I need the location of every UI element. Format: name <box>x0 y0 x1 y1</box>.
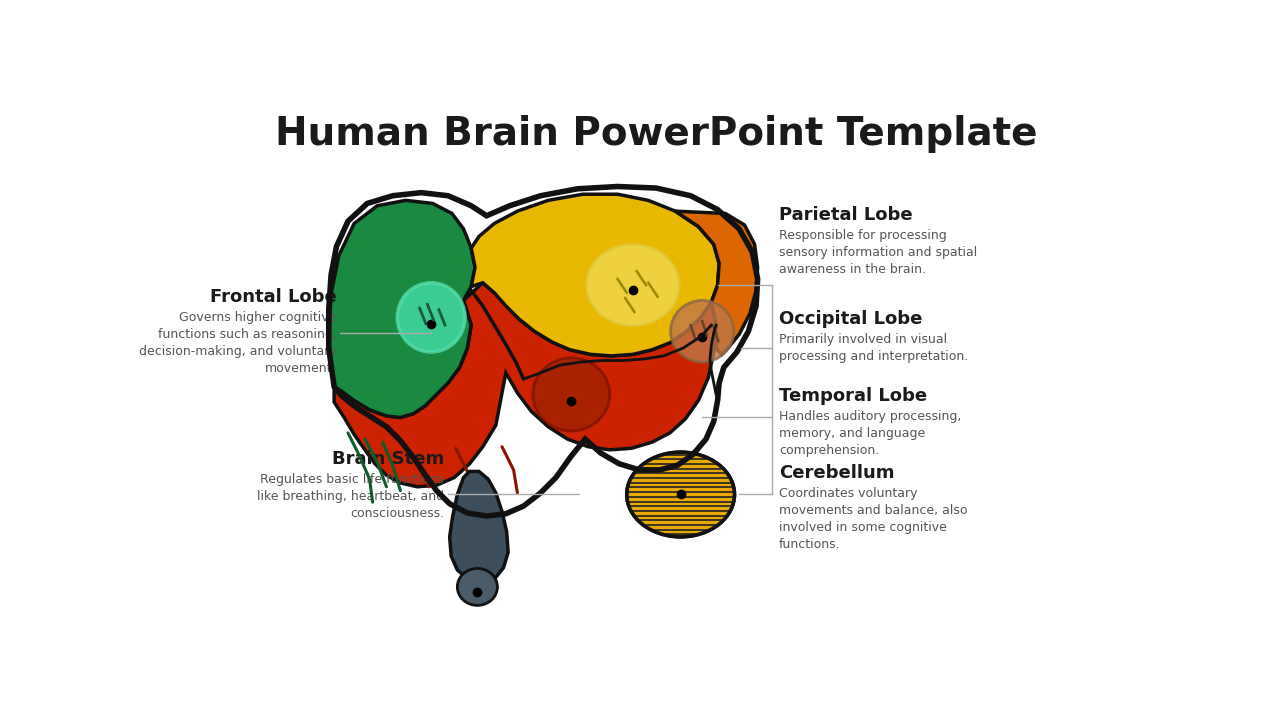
Ellipse shape <box>586 245 680 325</box>
Text: Coordinates voluntary
movements and balance, also
involved in some cognitive
fun: Coordinates voluntary movements and bala… <box>780 487 968 551</box>
Text: Parietal Lobe: Parietal Lobe <box>780 206 913 224</box>
Polygon shape <box>329 200 475 418</box>
Ellipse shape <box>397 283 465 352</box>
Text: Primarily involved in visual
processing and interpretation.: Primarily involved in visual processing … <box>780 333 969 363</box>
Text: Cerebellum: Cerebellum <box>780 464 895 482</box>
Polygon shape <box>676 211 758 354</box>
Ellipse shape <box>457 568 498 606</box>
Text: Occipital Lobe: Occipital Lobe <box>780 310 923 328</box>
Ellipse shape <box>671 300 733 362</box>
Ellipse shape <box>627 452 735 537</box>
Text: Governs higher cognitive
functions such as reasoning,
decision-making, and volun: Governs higher cognitive functions such … <box>138 311 337 375</box>
Text: Temporal Lobe: Temporal Lobe <box>780 387 927 405</box>
Polygon shape <box>471 194 719 356</box>
Polygon shape <box>449 472 508 583</box>
Text: Responsible for processing
sensory information and spatial
awareness in the brai: Responsible for processing sensory infor… <box>780 229 978 276</box>
Text: Brain Stem: Brain Stem <box>332 450 444 468</box>
Text: Regulates basic life functions
like breathing, heartbeat, and
consciousness.: Regulates basic life functions like brea… <box>257 473 444 520</box>
Polygon shape <box>334 283 716 487</box>
Text: Handles auditory processing,
memory, and language
comprehension.: Handles auditory processing, memory, and… <box>780 410 961 456</box>
Ellipse shape <box>532 358 609 431</box>
Text: Frontal Lobe: Frontal Lobe <box>210 288 337 306</box>
Text: Human Brain PowerPoint Template: Human Brain PowerPoint Template <box>275 115 1037 153</box>
